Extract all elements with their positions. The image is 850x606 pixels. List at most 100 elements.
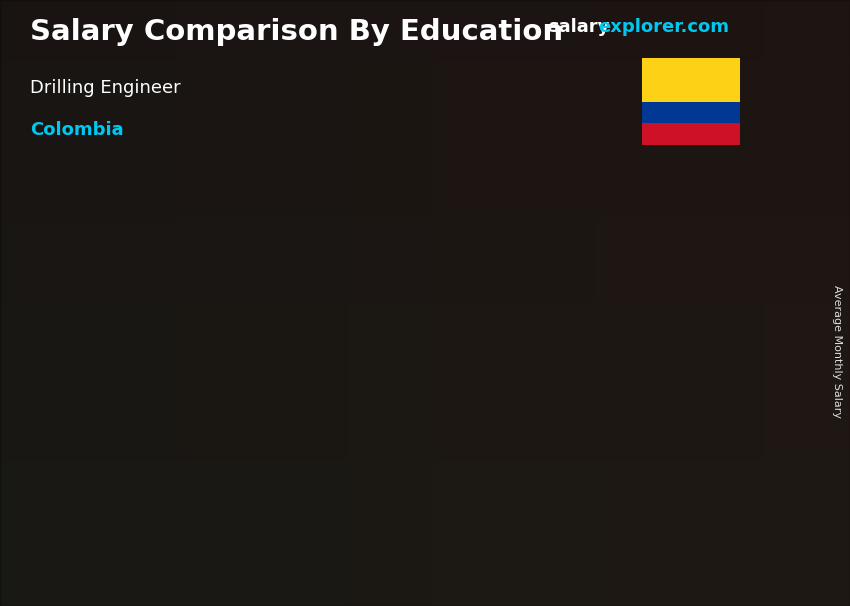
Bar — [201, 462, 212, 464]
Bar — [442, 381, 452, 384]
Bar — [201, 498, 212, 499]
Bar — [201, 445, 212, 447]
Bar — [683, 484, 693, 487]
Bar — [604, 422, 683, 425]
Bar — [364, 398, 442, 401]
FancyArrowPatch shape — [183, 326, 402, 409]
Bar — [442, 434, 452, 436]
Bar — [124, 446, 201, 448]
Bar — [604, 333, 683, 336]
Bar — [442, 509, 452, 511]
Bar — [604, 336, 683, 340]
Bar — [201, 448, 212, 450]
Bar — [201, 473, 212, 475]
Bar — [124, 531, 201, 533]
Bar — [364, 422, 442, 424]
Bar — [604, 415, 683, 419]
Bar — [364, 410, 442, 413]
Bar — [442, 487, 452, 490]
Bar — [683, 490, 693, 494]
Bar — [683, 439, 693, 443]
Bar — [124, 539, 201, 541]
Bar — [683, 401, 693, 405]
Bar — [201, 485, 212, 487]
Text: 5,930,000 COP: 5,930,000 COP — [591, 244, 706, 258]
Bar — [683, 418, 693, 422]
Bar — [124, 429, 201, 431]
Bar — [124, 421, 201, 423]
Bar — [604, 531, 683, 535]
Bar — [124, 521, 201, 523]
Bar — [364, 351, 442, 355]
Bar — [442, 427, 452, 429]
Bar — [364, 516, 442, 519]
Polygon shape — [124, 411, 212, 418]
Bar — [604, 316, 683, 319]
Bar — [683, 538, 693, 542]
Bar — [604, 453, 683, 456]
Bar — [124, 544, 201, 545]
Bar — [683, 531, 693, 535]
Bar — [683, 405, 693, 408]
Bar — [124, 458, 201, 459]
Text: explorer.com: explorer.com — [598, 18, 729, 36]
Bar — [442, 354, 452, 357]
Bar — [442, 405, 452, 408]
Bar — [604, 302, 683, 306]
Bar — [124, 456, 201, 458]
Bar — [604, 456, 683, 460]
Bar — [124, 532, 201, 534]
Bar — [124, 526, 201, 528]
Bar — [683, 449, 693, 453]
Bar — [201, 453, 212, 454]
Bar — [604, 330, 683, 333]
Bar — [442, 361, 452, 364]
Bar — [201, 464, 212, 466]
Bar — [642, 58, 740, 101]
Bar — [124, 467, 201, 469]
Bar — [442, 356, 452, 359]
Bar — [442, 412, 452, 415]
Bar — [442, 538, 452, 541]
Bar — [442, 383, 452, 386]
Bar — [124, 514, 201, 517]
Bar — [683, 473, 693, 477]
Bar — [442, 490, 452, 492]
Bar — [604, 312, 683, 316]
Bar — [364, 509, 442, 511]
Bar — [201, 461, 212, 462]
Bar — [683, 282, 693, 285]
Bar — [442, 502, 452, 504]
Bar — [683, 422, 693, 425]
Bar — [604, 401, 683, 405]
Bar — [364, 480, 442, 482]
Bar — [604, 370, 683, 375]
Bar — [442, 475, 452, 478]
Bar — [604, 282, 683, 285]
Bar — [201, 418, 212, 419]
Bar — [604, 511, 683, 514]
Text: 2,760,000 COP: 2,760,000 COP — [96, 383, 211, 397]
Bar — [201, 433, 212, 436]
Bar — [201, 542, 212, 544]
Bar — [364, 473, 442, 475]
Bar — [604, 295, 683, 299]
Bar — [124, 450, 201, 451]
Bar — [683, 326, 693, 330]
Bar — [442, 429, 452, 431]
Bar — [124, 468, 201, 470]
Bar — [364, 458, 442, 461]
Bar — [201, 451, 212, 453]
Bar — [683, 353, 693, 357]
Bar — [364, 494, 442, 497]
Text: Average Monthly Salary: Average Monthly Salary — [832, 285, 842, 418]
Bar — [604, 364, 683, 367]
Bar — [364, 376, 442, 379]
Bar — [364, 436, 442, 439]
Bar — [683, 487, 693, 491]
Bar — [201, 476, 212, 479]
Bar — [683, 534, 693, 539]
Bar — [604, 497, 683, 501]
Bar — [364, 405, 442, 408]
Bar — [683, 415, 693, 419]
